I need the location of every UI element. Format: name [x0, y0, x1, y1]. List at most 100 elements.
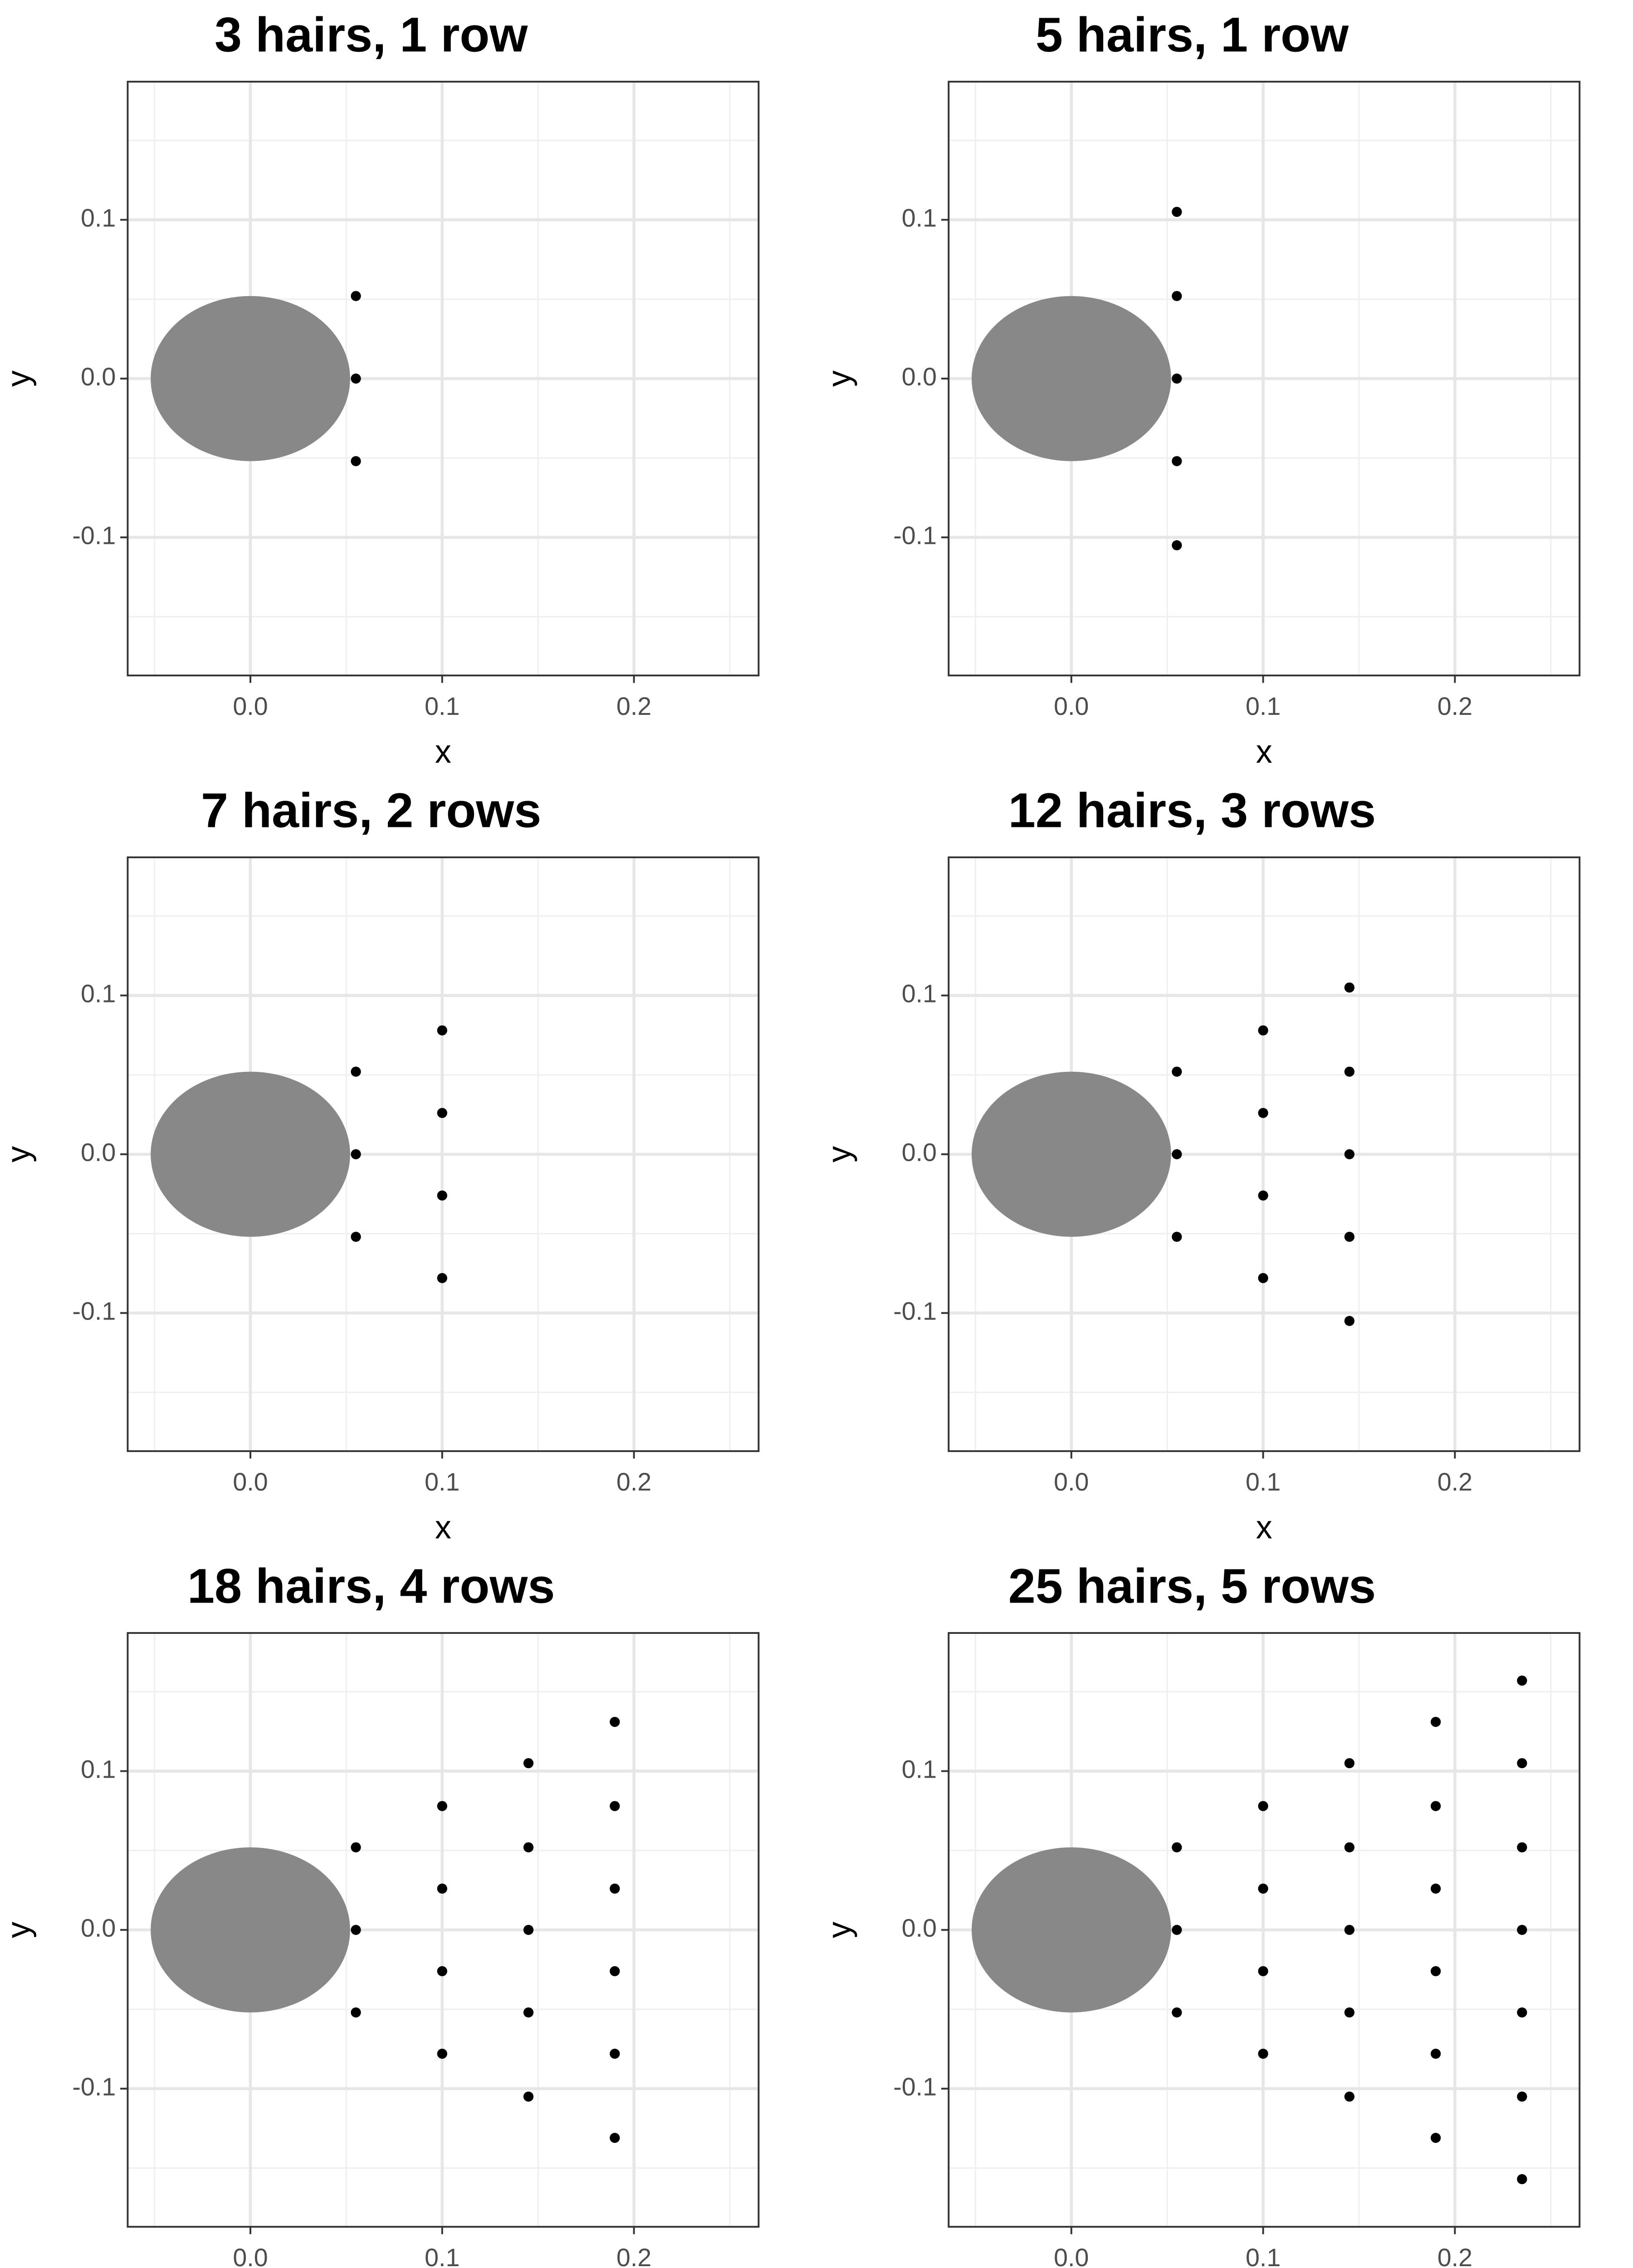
point: [437, 1273, 447, 1283]
point: [610, 1883, 620, 1894]
point: [1258, 1108, 1268, 1118]
x-tick-label: 0.1: [1246, 692, 1281, 720]
point: [523, 2091, 534, 2102]
panel: 0.0 0.1 0.2 -0.1 0.0 0.1 x y 12 hairs, 3 rows: [821, 783, 1581, 1546]
x-axis-label: x: [435, 734, 451, 770]
y-axis-label: y: [821, 1146, 858, 1163]
point: [1344, 982, 1354, 993]
point: [1344, 2007, 1354, 2018]
body: [151, 296, 350, 461]
plot-border: [127, 81, 760, 677]
y-tick-label: -0.1: [893, 2072, 937, 2101]
body: [972, 296, 1171, 461]
panel-title: 18 hairs, 4 rows: [187, 1559, 555, 1613]
y-tick-label: 0.0: [81, 1138, 116, 1166]
point: [1344, 1149, 1354, 1159]
x-axis-label: x: [435, 1510, 451, 1546]
panel: 0.00.10.2-0.10.00.1xy25 hairs, 5 rows: [821, 1559, 1581, 2268]
y-axis-label: y: [0, 1146, 37, 1163]
y-tick-label: -0.1: [893, 521, 937, 549]
point: [351, 1842, 361, 1853]
x-tick-label: 0.0: [1054, 1468, 1089, 1496]
panel-title: 25 hairs, 5 rows: [1008, 1559, 1376, 1613]
x-tick-label: 0.1: [425, 1468, 460, 1496]
y-tick-label: 0.1: [81, 979, 116, 1007]
x-tick-label: 0.0: [1054, 2244, 1089, 2268]
y-tick-label: 0.1: [902, 204, 937, 232]
point: [1172, 206, 1182, 217]
x-tick-label: 0.2: [1437, 692, 1472, 720]
point: [610, 2133, 620, 2143]
x-tick-label: 0.0: [233, 2244, 268, 2268]
y-tick-label: 0.1: [81, 1755, 116, 1783]
point: [351, 373, 361, 384]
panel-title: 12 hairs, 3 rows: [1008, 783, 1376, 838]
body: [972, 1071, 1171, 1237]
point: [437, 1190, 447, 1201]
point: [437, 1966, 447, 1976]
y-tick-label: -0.1: [72, 1297, 116, 1325]
point: [1430, 1801, 1441, 1811]
point: [1172, 456, 1182, 466]
panel-title: 5 hairs, 1 row: [1036, 7, 1349, 62]
point: [1517, 1758, 1527, 1769]
point: [1344, 1758, 1354, 1769]
x-tick-label: 0.2: [616, 2244, 651, 2268]
point: [1430, 1966, 1441, 1976]
x-tick-label: 0.1: [425, 692, 460, 720]
point: [1172, 1149, 1182, 1159]
panel: 0.0 0.1 0.2 -0.1 0.0 0.1 x y 3 hairs, 1 row: [0, 7, 760, 770]
point: [1258, 1273, 1268, 1283]
point: [1344, 1066, 1354, 1077]
point: [610, 2048, 620, 2059]
point: [437, 2048, 447, 2059]
y-axis-label: y: [821, 371, 858, 387]
point: [351, 1066, 361, 1077]
plot-border: [127, 856, 760, 1452]
point: [1344, 1315, 1354, 1326]
point: [1172, 291, 1182, 301]
point: [610, 1966, 620, 1976]
y-axis-label: y: [0, 371, 37, 387]
point: [1172, 1925, 1182, 1935]
y-tick-label: 0.0: [902, 362, 937, 391]
point: [437, 1801, 447, 1811]
point: [1430, 1883, 1441, 1894]
point: [1258, 1883, 1268, 1894]
point: [351, 1925, 361, 1935]
point: [1172, 1066, 1182, 1077]
x-axis-label: x: [1256, 1510, 1272, 1546]
x-tick-label: 0.2: [1437, 1468, 1472, 1496]
x-tick-label: 0.2: [1437, 2244, 1472, 2268]
y-tick-label: 0.0: [902, 1138, 937, 1166]
y-tick-label: 0.1: [902, 979, 937, 1007]
body: [972, 1847, 1171, 2013]
point: [523, 2007, 534, 2018]
point: [1258, 1190, 1268, 1201]
point: [437, 1025, 447, 1036]
panel-title: 7 hairs, 2 rows: [201, 783, 541, 838]
point: [1258, 1801, 1268, 1811]
point: [523, 1925, 534, 1935]
y-tick-label: -0.1: [72, 2072, 116, 2101]
point: [1430, 2133, 1441, 2143]
x-tick-label: 0.0: [233, 692, 268, 720]
panel: 0.0 0.1 0.2 -0.1 0.0 0.1 x y 7 hairs, 2 rows: [0, 783, 760, 1546]
point: [437, 1883, 447, 1894]
x-tick-label: 0.2: [616, 1468, 651, 1496]
point: [1172, 1842, 1182, 1853]
point: [1344, 1232, 1354, 1242]
y-tick-label: -0.1: [893, 1297, 937, 1325]
y-tick-label: 0.1: [81, 204, 116, 232]
point: [523, 1758, 534, 1769]
panel: 0.0 0.1 0.2 -0.1 0.0 0.1 x y 5 hairs, 1 row: [821, 7, 1581, 770]
point: [351, 1149, 361, 1159]
point: [1430, 2048, 1441, 2059]
point: [1430, 1716, 1441, 1727]
point: [1258, 1966, 1268, 1976]
point: [351, 456, 361, 466]
x-tick-label: 0.0: [1054, 692, 1089, 720]
point: [1344, 2091, 1354, 2102]
point: [351, 291, 361, 301]
plot-border: [127, 1632, 760, 2228]
